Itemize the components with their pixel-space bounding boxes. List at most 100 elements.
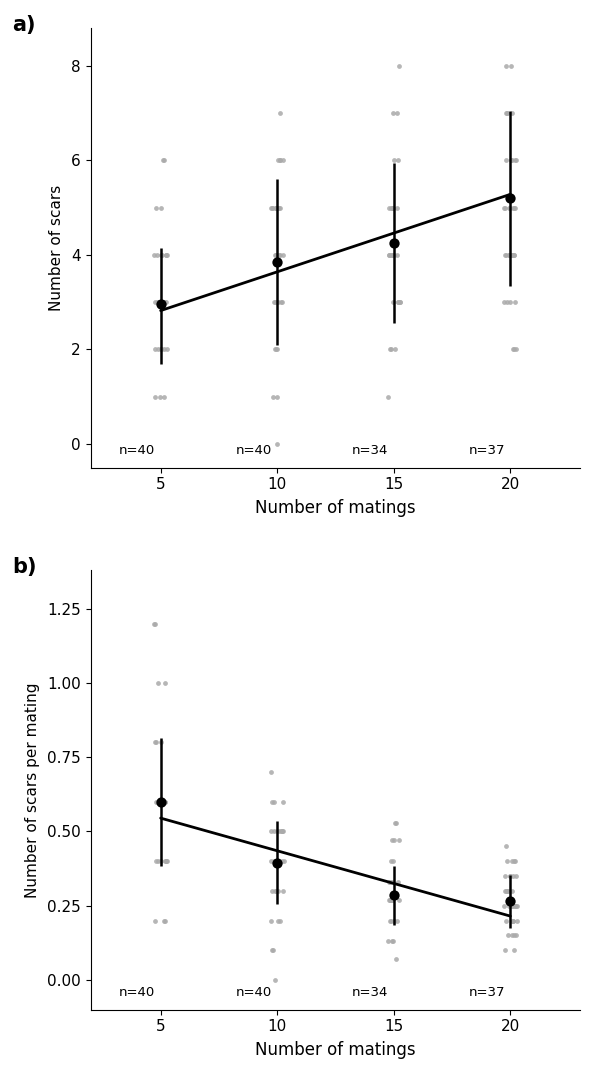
Text: n=34: n=34 xyxy=(352,443,388,456)
Point xyxy=(388,933,398,950)
Point xyxy=(156,852,166,869)
Point xyxy=(389,152,399,169)
Text: n=37: n=37 xyxy=(469,443,505,456)
Point xyxy=(509,199,518,216)
Point xyxy=(507,152,516,169)
Point xyxy=(277,823,287,840)
Point xyxy=(278,246,287,264)
Point xyxy=(386,341,395,358)
Point xyxy=(269,852,279,869)
Point xyxy=(507,104,517,122)
Point xyxy=(150,734,159,751)
Point xyxy=(506,893,515,910)
Point xyxy=(389,887,399,904)
Point xyxy=(153,852,162,869)
Point xyxy=(502,882,512,900)
Point xyxy=(161,294,171,311)
Point xyxy=(501,152,510,169)
X-axis label: Number of matings: Number of matings xyxy=(255,1042,416,1060)
Point xyxy=(152,793,161,810)
Point xyxy=(388,199,398,216)
Point xyxy=(278,152,288,169)
Point xyxy=(274,823,284,840)
Point xyxy=(506,189,515,207)
Point xyxy=(383,933,393,950)
Point xyxy=(267,199,276,216)
Point xyxy=(275,152,285,169)
Point xyxy=(267,882,277,900)
Point xyxy=(153,341,162,358)
Point xyxy=(266,912,276,930)
Point xyxy=(152,852,161,869)
Point xyxy=(505,867,515,884)
Point xyxy=(270,972,280,989)
Point xyxy=(156,341,165,358)
Point xyxy=(159,793,168,810)
Point xyxy=(162,246,171,264)
Point xyxy=(275,104,284,122)
Point xyxy=(153,675,162,692)
Point xyxy=(501,104,510,122)
Point xyxy=(272,882,281,900)
Point xyxy=(389,832,399,849)
Point xyxy=(389,199,398,216)
Point xyxy=(158,793,168,810)
Point xyxy=(500,897,509,915)
Point xyxy=(512,897,521,915)
Point xyxy=(501,882,511,900)
Point xyxy=(155,294,165,311)
Point xyxy=(266,199,275,216)
Text: b): b) xyxy=(13,557,37,577)
Point xyxy=(393,294,403,311)
Point xyxy=(272,199,281,216)
Text: a): a) xyxy=(13,15,36,34)
Point xyxy=(506,152,516,169)
Point xyxy=(156,294,165,311)
Point xyxy=(510,897,519,915)
Point xyxy=(276,294,285,311)
Point xyxy=(387,246,396,264)
Point xyxy=(278,823,288,840)
Point xyxy=(509,942,518,959)
Point xyxy=(389,235,399,252)
Point xyxy=(387,874,397,891)
Point xyxy=(509,199,519,216)
Point xyxy=(273,294,283,311)
Point xyxy=(157,246,167,264)
Point xyxy=(507,926,516,944)
Point xyxy=(159,388,169,406)
Point xyxy=(511,867,521,884)
Point xyxy=(509,341,519,358)
Point xyxy=(275,912,285,930)
Point xyxy=(156,793,165,810)
Point xyxy=(269,793,279,810)
Point xyxy=(268,199,278,216)
Point xyxy=(156,199,166,216)
Point xyxy=(500,867,510,884)
Point xyxy=(161,852,171,869)
Point xyxy=(503,882,513,900)
Point xyxy=(502,104,512,122)
Point xyxy=(393,152,402,169)
Point xyxy=(151,199,161,216)
Point xyxy=(272,246,281,264)
Point xyxy=(266,764,276,781)
Point xyxy=(150,615,159,633)
Point xyxy=(387,832,397,849)
Point xyxy=(387,912,396,930)
Point xyxy=(510,852,519,869)
Point xyxy=(501,246,510,264)
Point xyxy=(279,852,288,869)
Point xyxy=(273,882,283,900)
Y-axis label: Number of scars per mating: Number of scars per mating xyxy=(25,682,40,897)
Point xyxy=(159,341,168,358)
Point xyxy=(385,891,395,908)
Point xyxy=(390,341,400,358)
Point xyxy=(272,341,282,358)
Point xyxy=(500,246,509,264)
X-axis label: Number of matings: Number of matings xyxy=(255,499,416,518)
Point xyxy=(389,852,398,869)
Point xyxy=(395,294,405,311)
Point xyxy=(152,793,161,810)
Point xyxy=(267,793,277,810)
